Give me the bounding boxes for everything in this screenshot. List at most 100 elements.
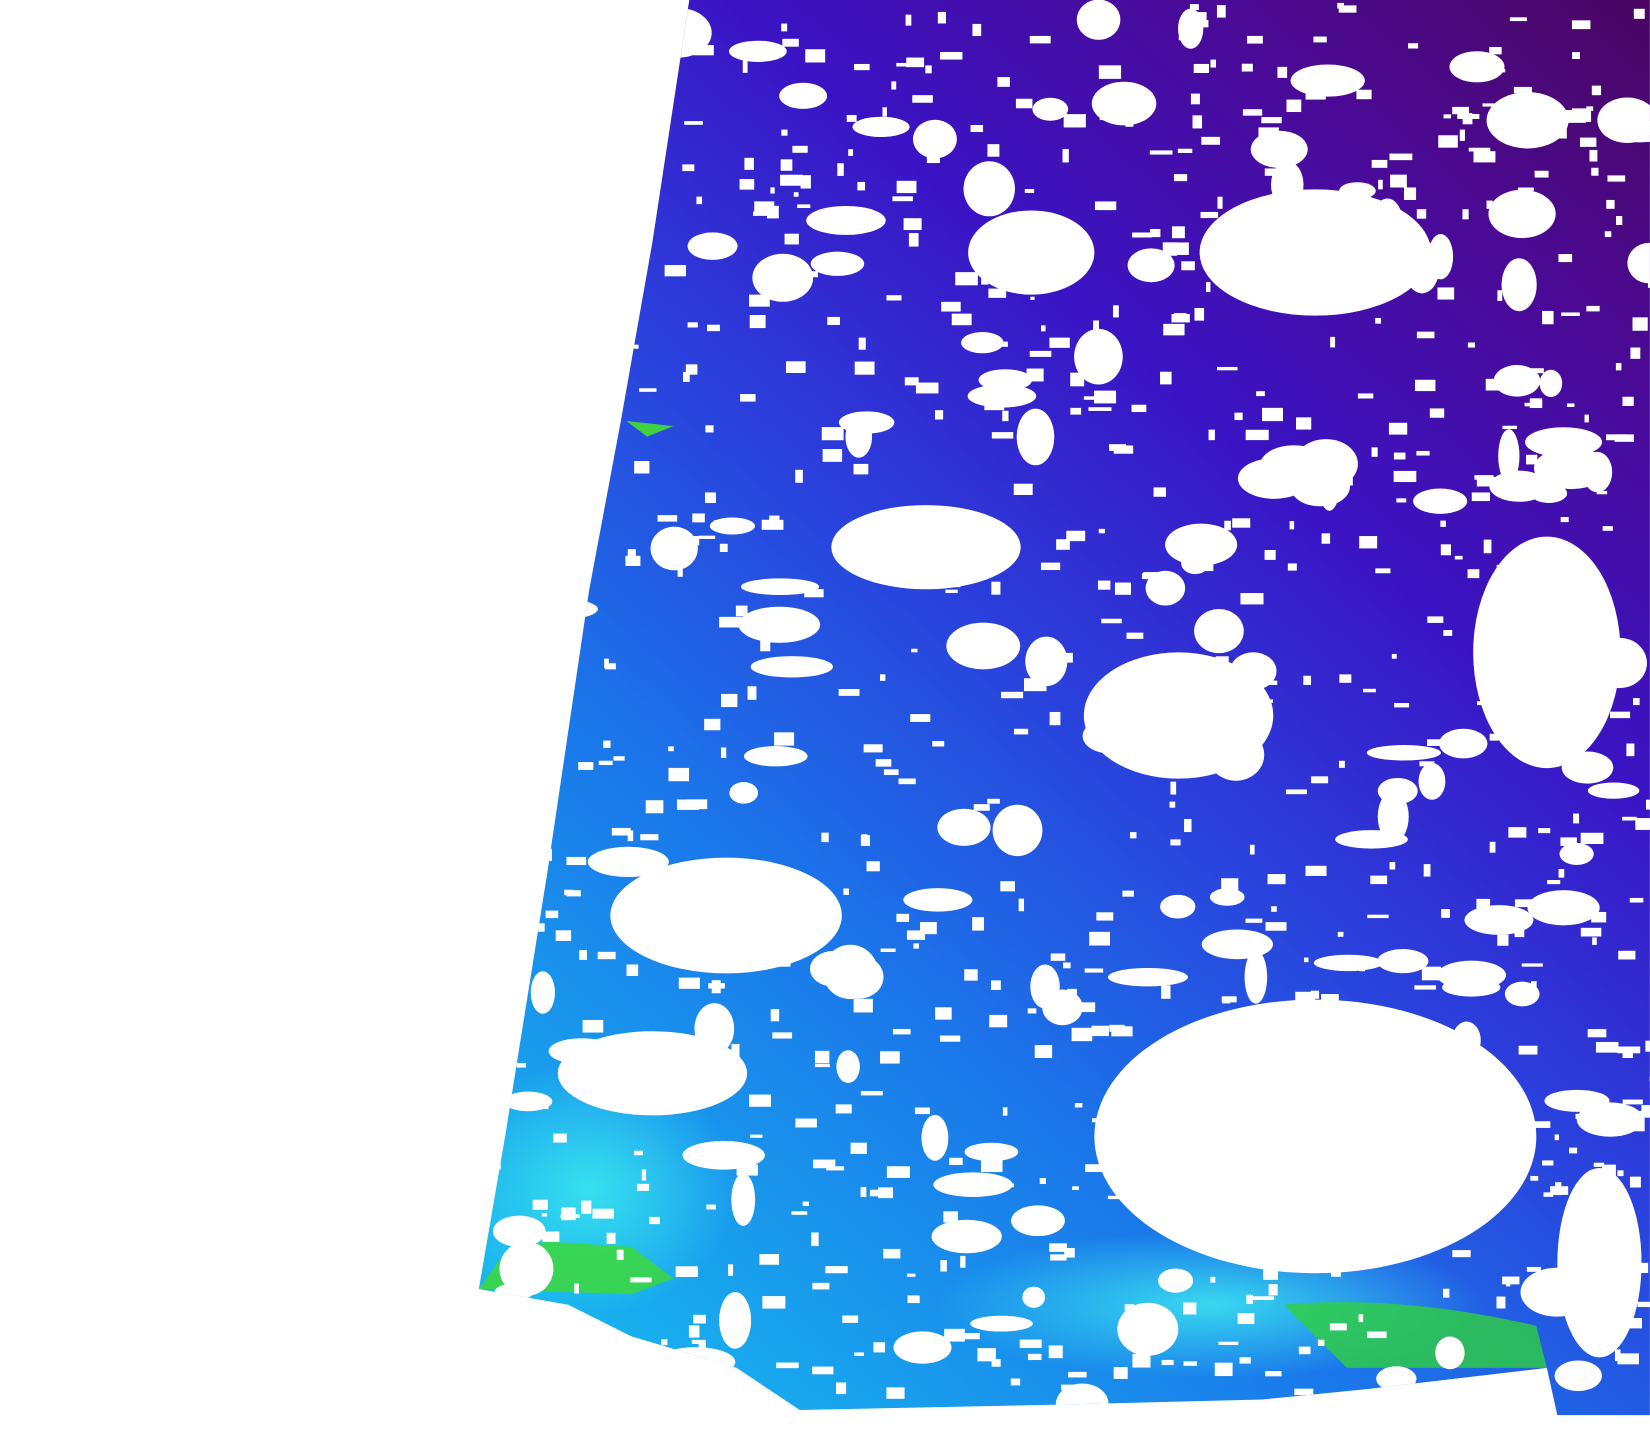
cloud-patch [1476, 476, 1495, 487]
cloud-patch [647, 1090, 669, 1100]
cloud-patch [1161, 1359, 1174, 1366]
cloud-patch [1473, 151, 1496, 163]
cloud-patch [1091, 1118, 1098, 1123]
cloud-patch [1082, 718, 1137, 754]
cloud-patch [500, 744, 523, 764]
cloud-patch [1467, 569, 1480, 579]
cloud-patch [1178, 8, 1204, 49]
cloud-patch [478, 915, 487, 922]
cloud-patch [478, 144, 499, 154]
cloud-patch [750, 1134, 763, 1138]
cloud-patch [579, 950, 587, 960]
cloud-patch [688, 1040, 708, 1050]
cloud-patch [743, 746, 808, 767]
cloud-patch [1013, 483, 1033, 495]
cloud-patch [841, 539, 855, 544]
cloud-patch [1050, 1254, 1067, 1261]
cloud-patch [1153, 487, 1166, 497]
cloud-patch [1413, 488, 1468, 514]
cloud-patch [1096, 912, 1114, 921]
cloud-patch [1471, 492, 1491, 502]
cloud-patch [542, 1231, 560, 1242]
cloud-patch [1502, 1276, 1520, 1285]
cloud-patch [1617, 1170, 1624, 1177]
cloud-patch [964, 1142, 1019, 1162]
cloud-patch [728, 1264, 734, 1276]
cloud-patch [1094, 390, 1117, 404]
cloud-patch [720, 1371, 737, 1381]
cloud-patch [776, 1362, 799, 1369]
cloud-patch [863, 744, 883, 753]
cloud-patch [1520, 1267, 1594, 1317]
cloud-patch [499, 386, 521, 395]
cloud-patch [848, 149, 854, 156]
cloud-patch [1170, 1212, 1176, 1219]
cloud-patch [1483, 539, 1492, 554]
cloud-patch [1221, 878, 1239, 892]
cloud-patch [1109, 444, 1127, 451]
cloud-patch [893, 1331, 952, 1364]
cloud-patch [489, 881, 502, 893]
cloud-patch [691, 1339, 706, 1344]
cloud-patch [1268, 1284, 1278, 1296]
cloud-patch [886, 1166, 910, 1178]
cloud-patch [804, 589, 824, 598]
cloud-patch [835, 1104, 852, 1114]
cloud-patch [582, 1019, 604, 1033]
cloud-patch [747, 686, 757, 700]
cloud-patch [822, 449, 843, 462]
cloud-patch [613, 756, 625, 761]
cloud-patch [1337, 2, 1344, 9]
cloud-patch [854, 361, 875, 375]
cloud-patch [1163, 323, 1185, 336]
cloud-patch [1160, 371, 1172, 385]
cloud-patch [1313, 954, 1384, 972]
cloud-patch [1266, 680, 1278, 686]
cloud-patch [1522, 211, 1534, 222]
cloud-patch [1405, 1177, 1426, 1189]
cloud-patch [967, 384, 1037, 408]
cloud-patch [541, 322, 573, 350]
cloud-patch [523, 25, 533, 35]
cloud-patch [1356, 89, 1372, 100]
cloud-patch [1357, 393, 1374, 399]
cloud-patch [1271, 906, 1277, 912]
cloud-patch [992, 804, 1043, 857]
cloud-patch [740, 394, 756, 402]
cloud-patch [1074, 1103, 1083, 1108]
cloud-patch [1271, 161, 1304, 209]
cloud-patch [1378, 179, 1383, 190]
cloud-patch [742, 60, 748, 73]
cloud-patch [1587, 782, 1640, 799]
cloud-patch [1592, 937, 1597, 945]
cloud-patch [524, 1336, 536, 1342]
cloud-patch [797, 204, 811, 209]
cloud-patch [1304, 957, 1309, 963]
cloud-patch [709, 517, 756, 535]
cloud-patch [1149, 150, 1173, 155]
cloud-patch [1454, 555, 1463, 560]
cloud-patch [1468, 147, 1491, 152]
cloud-patch [991, 581, 1001, 595]
cloud-patch [1435, 1140, 1452, 1150]
cloud-patch [1514, 899, 1534, 908]
cloud-patch [705, 492, 716, 504]
cloud-patch [1485, 378, 1508, 391]
cloud-patch [963, 161, 1015, 217]
cloud-patch [780, 159, 793, 171]
cloud-patch [1614, 434, 1634, 442]
cloud-patch [858, 337, 866, 350]
cloud-patch [913, 943, 919, 949]
cloud-patch [1438, 135, 1458, 148]
cloud-patch [1338, 5, 1357, 13]
cloud-patch [581, 1200, 592, 1214]
cloud-patch [685, 364, 698, 375]
cloud-patch [1249, 844, 1255, 855]
cloud-patch [914, 1107, 930, 1115]
cloud-patch [1183, 1361, 1197, 1366]
cloud-patch [1107, 967, 1188, 987]
cloud-patch [1289, 521, 1295, 530]
cloud-patch [1497, 290, 1503, 301]
cloud-patch [935, 1147, 946, 1154]
